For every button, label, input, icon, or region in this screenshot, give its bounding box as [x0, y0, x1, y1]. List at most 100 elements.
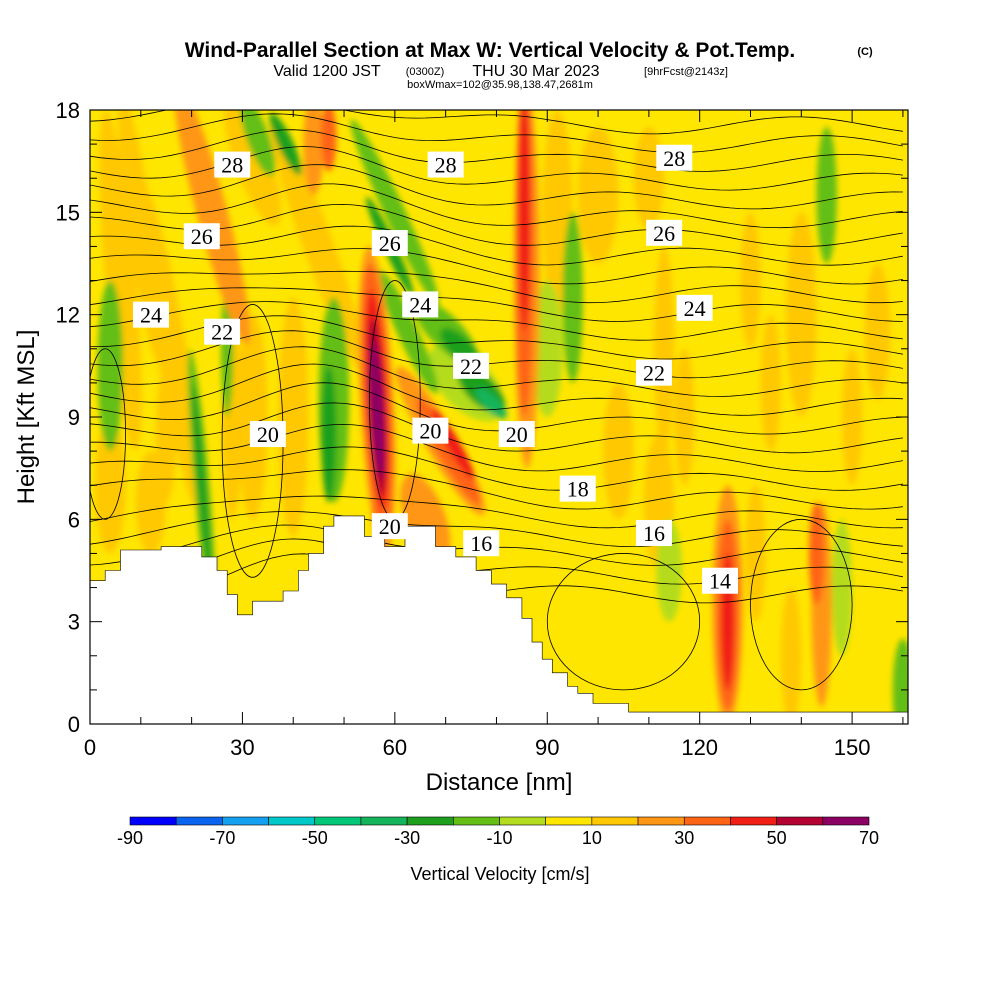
theta-contour-line: [90, 183, 903, 229]
theta-contour-line: [90, 382, 903, 435]
velocity-cell: [603, 382, 634, 520]
theta-contour-line: [90, 248, 903, 285]
contour-label-box: [635, 519, 672, 546]
theta-contour-line: [90, 203, 903, 247]
contour-label-text: 16: [470, 531, 492, 556]
colorbar-tick-label: 70: [859, 828, 879, 848]
contour-label-text: 14: [709, 569, 731, 594]
velocity-cell: [653, 246, 675, 452]
axes-ticks: [89, 109, 908, 725]
valid-date: THU 30 Mar 2023: [472, 63, 599, 80]
velocity-cell: [173, 110, 251, 345]
velocity-cell: [237, 314, 268, 520]
y-tick-label: 3: [68, 610, 80, 635]
velocity-cell: [760, 314, 781, 452]
velocity-cell: [892, 638, 908, 724]
theta-contour-line: [90, 402, 903, 454]
colorbar-tick-label: -50: [302, 828, 328, 848]
contour-label-text: 26: [653, 221, 675, 246]
contour-label-box: [498, 421, 535, 448]
colorbar: [129, 816, 870, 826]
theta-contour-line: [90, 270, 903, 304]
velocity-cell: [808, 502, 825, 605]
colorbar-swatch: [730, 816, 777, 826]
forecast-info: [9hrFcst@2143z]: [644, 66, 728, 78]
x-axis-label: Distance [nm]: [426, 769, 573, 796]
vertical-velocity-field: [95, 110, 908, 724]
contour-label: 14: [702, 567, 739, 594]
y-axis-label: Height [Kft MSL]: [13, 330, 40, 505]
terrain-mask: [90, 515, 908, 724]
contour-label: 20: [371, 513, 408, 540]
contour-label-text: 22: [460, 354, 482, 379]
colorbar-swatch: [268, 816, 316, 826]
theta-contour-line: [90, 129, 903, 172]
velocity-cell: [562, 212, 583, 383]
contour-label-box: [214, 151, 251, 178]
theta-contour-line: [750, 518, 853, 691]
contour-label-box: [402, 291, 439, 318]
box-info: boxWmax=102@35.98,138.47,2681m: [407, 79, 593, 91]
y-tick-label: 18: [56, 98, 80, 123]
contour-label-text: 24: [684, 296, 706, 321]
contour-label-text: 28: [663, 146, 685, 171]
velocity-cell: [577, 127, 619, 264]
contour-label-text: 26: [191, 224, 213, 249]
contour-label-box: [646, 219, 683, 246]
colorbar-swatch: [453, 816, 500, 826]
theta-contour-line: [90, 348, 126, 520]
utc-time: (0300Z): [406, 66, 445, 78]
velocity-cell: [780, 587, 802, 724]
theta-contour-line: [90, 113, 903, 154]
contour-label: 20: [412, 417, 449, 444]
y-tick-label: 12: [56, 303, 80, 328]
x-tick-label: 30: [230, 735, 254, 760]
contour-label-text: 22: [211, 320, 233, 345]
y-tick-label: 15: [56, 200, 80, 225]
contour-label-text: 20: [506, 422, 528, 447]
contour-labels: 28 28 28 26 26 26 24 24 24 22 22 22 20 20 20 20 18 16 16 14: [132, 144, 739, 594]
contour-label-box: [249, 421, 286, 448]
velocity-cell: [745, 485, 766, 622]
theta-contour-line: [90, 469, 903, 510]
velocity-cell: [674, 348, 695, 486]
theta-contour-line: [90, 346, 903, 397]
colorbar-tick-label: 10: [582, 828, 602, 848]
x-tick-label: 120: [681, 735, 718, 760]
copyright-mark: (C): [857, 46, 873, 58]
contour-label-box: [702, 567, 739, 594]
theta-contour-line: [90, 446, 903, 491]
colorbar-swatch: [637, 816, 685, 826]
chart-title: Wind-Parallel Section at Max W: Vertical…: [185, 39, 796, 62]
velocity-cell: [223, 110, 282, 226]
contour-label: 24: [132, 301, 169, 328]
contour-label-text: 18: [567, 477, 589, 502]
velocity-cell: [135, 451, 167, 554]
contour-label-box: [635, 359, 672, 386]
theta-contour-line: [90, 225, 903, 266]
contour-label-text: 24: [140, 303, 162, 328]
contour-label: 16: [463, 530, 500, 557]
velocity-cell: [372, 372, 382, 462]
contour-label-text: 26: [379, 231, 401, 256]
contour-label: 22: [635, 359, 672, 386]
contour-label-box: [453, 352, 490, 379]
velocity-cell: [191, 383, 212, 588]
velocity-cell: [240, 110, 276, 176]
velocity-cell: [350, 119, 440, 306]
y-tick-label: 6: [68, 507, 80, 532]
contour-label: 28: [214, 151, 251, 178]
y-tick-label: 0: [68, 712, 80, 737]
colorbar-swatch: [545, 816, 593, 826]
colorbar-swatch: [314, 816, 362, 826]
theta-contours: [90, 110, 903, 691]
theta-contour-line: [90, 301, 903, 341]
y-tick-label: 9: [68, 405, 80, 430]
x-tick-label: 0: [84, 735, 96, 760]
contour-label-box: [132, 301, 169, 328]
velocity-cell: [303, 110, 324, 196]
velocity-cell: [321, 110, 337, 172]
x-tick-label: 90: [535, 735, 559, 760]
contour-label-text: 20: [419, 419, 441, 444]
contour-label: 24: [402, 291, 439, 318]
